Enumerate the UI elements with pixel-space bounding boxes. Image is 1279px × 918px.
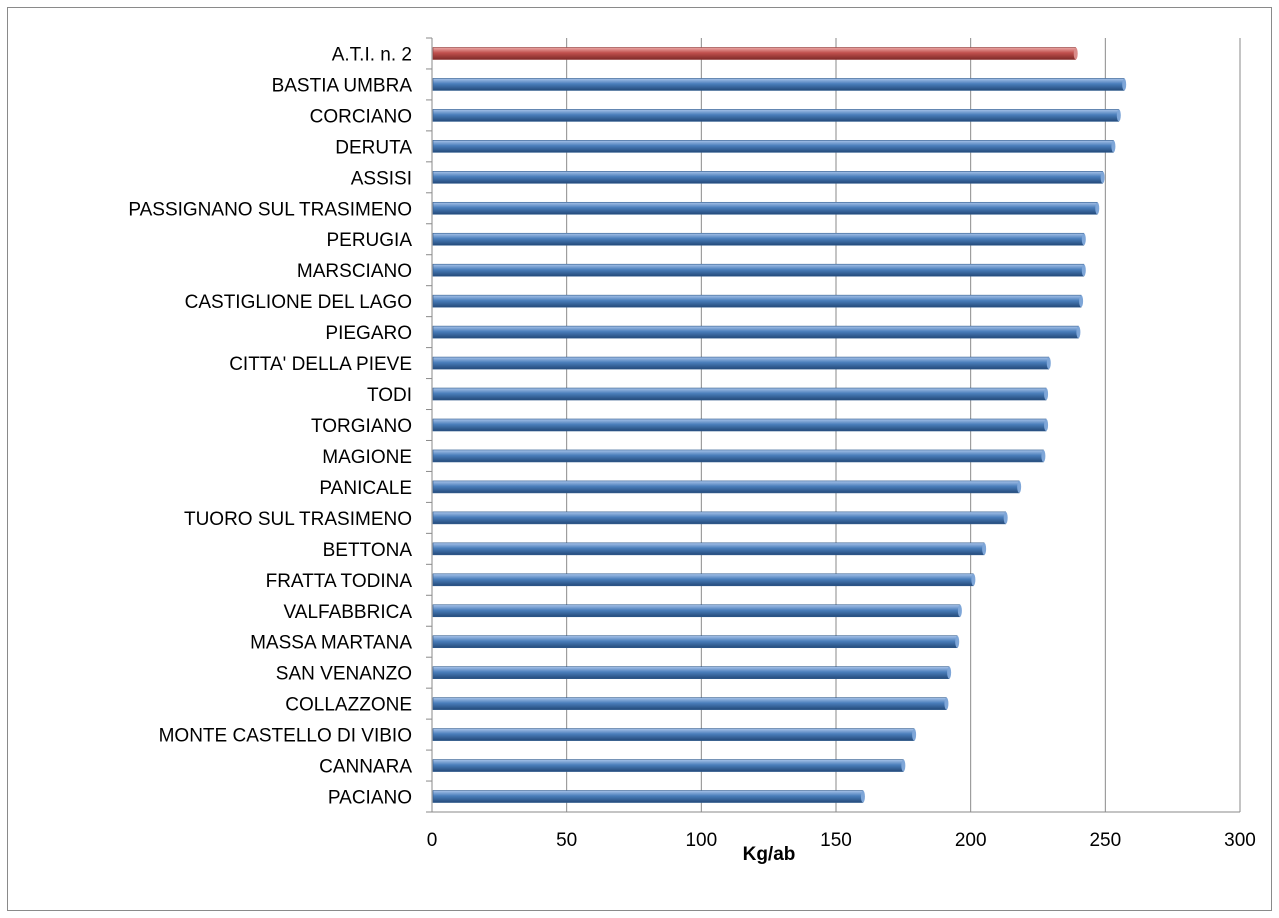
category-label: TUORO SUL TRASIMENO — [184, 509, 412, 530]
category-label: DERUTA — [335, 137, 412, 158]
category-label: MASSA MARTANA — [250, 633, 412, 654]
bar-cap — [944, 697, 949, 710]
category-labels: A.T.I. n. 2 BASTIA UMBRA CORCIANO DERUTA ASS… — [128, 44, 412, 808]
gridlines — [566, 38, 1241, 812]
bar-cap — [1081, 233, 1086, 246]
bar-assisi — [432, 171, 1103, 184]
bar-cap — [1095, 202, 1100, 215]
bar-massa-martana — [432, 635, 958, 649]
bar-cap — [1116, 109, 1121, 122]
bar-corciano — [432, 109, 1120, 122]
category-label: MAGIONE — [322, 447, 412, 468]
bar-valfabbrica — [432, 604, 961, 618]
category-label: TODI — [367, 385, 412, 406]
bar-cap — [1044, 388, 1049, 401]
x-tick-label: 0 — [427, 830, 438, 851]
bar-castiglione-del-lago — [432, 294, 1082, 308]
x-axis-title: Kg/ab — [743, 844, 796, 865]
category-label: CITTA' DELLA PIEVE — [229, 354, 412, 375]
bar-cap — [1046, 357, 1051, 370]
bar-cap — [901, 759, 906, 772]
bar-cap — [1003, 511, 1008, 524]
bar-todi — [432, 387, 1047, 401]
bar-passignano-sul-trasimeno — [432, 201, 1098, 215]
bar-citta-della-pieve — [432, 356, 1050, 370]
category-label: BETTONA — [323, 540, 413, 561]
category-label: BASTIA UMBRA — [272, 75, 413, 96]
bar-cap — [1079, 295, 1084, 308]
category-label: VALFABBRICA — [284, 602, 413, 623]
bar-collazzone — [432, 697, 947, 710]
x-tick-label: 300 — [1224, 830, 1256, 851]
x-tick-label: 150 — [820, 830, 852, 851]
category-label: CANNARA — [319, 757, 412, 778]
bar-cap — [1081, 264, 1086, 277]
bar-cap — [1041, 449, 1046, 462]
bar-a-t-i-n-2 — [432, 47, 1077, 60]
bar-cap — [982, 542, 987, 555]
bar-magione — [432, 449, 1044, 463]
bar-panicale — [432, 480, 1020, 494]
bar-cap — [955, 635, 960, 648]
bar-paciano — [432, 790, 864, 803]
category-label: PACIANO — [328, 788, 412, 809]
category-label: FRATTA TODINA — [266, 571, 413, 592]
bar-deruta — [432, 140, 1114, 153]
category-label: MONTE CASTELLO DI VIBIO — [159, 726, 412, 747]
bar-monte-castello-di-vibio — [432, 728, 915, 741]
category-label: COLLAZZONE — [285, 695, 412, 716]
bar-piegaro — [432, 325, 1079, 339]
bar-cap — [957, 604, 962, 617]
x-tick-label: 200 — [955, 830, 987, 851]
category-label: ASSISI — [351, 168, 412, 189]
bar-cap — [1122, 78, 1127, 91]
category-label: PASSIGNANO SUL TRASIMENO — [128, 199, 412, 220]
category-label: CASTIGLIONE DEL LAGO — [185, 292, 412, 313]
bar-cap — [1100, 171, 1105, 184]
bar-bettona — [432, 542, 985, 556]
bar-cap — [947, 666, 952, 679]
bar-cap — [912, 728, 917, 741]
bar-cap — [971, 573, 976, 586]
bars — [432, 47, 1127, 803]
category-label: PERUGIA — [326, 230, 412, 251]
bar-san-venanzo — [432, 666, 950, 679]
x-tick-label: 250 — [1089, 830, 1121, 851]
category-label: PANICALE — [319, 478, 412, 499]
category-label: PIEGARO — [325, 323, 412, 344]
bar-torgiano — [432, 418, 1047, 432]
bar-tuoro-sul-trasimeno — [432, 511, 1006, 525]
axes — [426, 37, 1240, 813]
bar-bastia-umbra — [432, 78, 1125, 91]
x-tick-labels: 0 50 100 150 200 250 300 — [427, 830, 1256, 851]
category-label: TORGIANO — [311, 416, 412, 437]
x-tick-label: 50 — [556, 830, 577, 851]
bar-cap — [860, 790, 865, 803]
bar-cap — [1044, 419, 1049, 431]
bar-cap — [1111, 140, 1116, 153]
bar-cannara — [432, 759, 904, 772]
x-tick-label: 100 — [685, 830, 717, 851]
bar-perugia — [432, 232, 1085, 246]
bar-cap — [1076, 326, 1081, 339]
bar-cap — [1073, 47, 1078, 60]
category-label: A.T.I. n. 2 — [332, 44, 412, 65]
bar-marsciano — [432, 263, 1085, 277]
category-label: SAN VENANZO — [276, 664, 412, 685]
category-label: CORCIANO — [310, 106, 412, 127]
bar-cap — [1017, 480, 1022, 493]
bar-fratta-todina — [432, 573, 974, 587]
category-label: MARSCIANO — [297, 261, 412, 282]
